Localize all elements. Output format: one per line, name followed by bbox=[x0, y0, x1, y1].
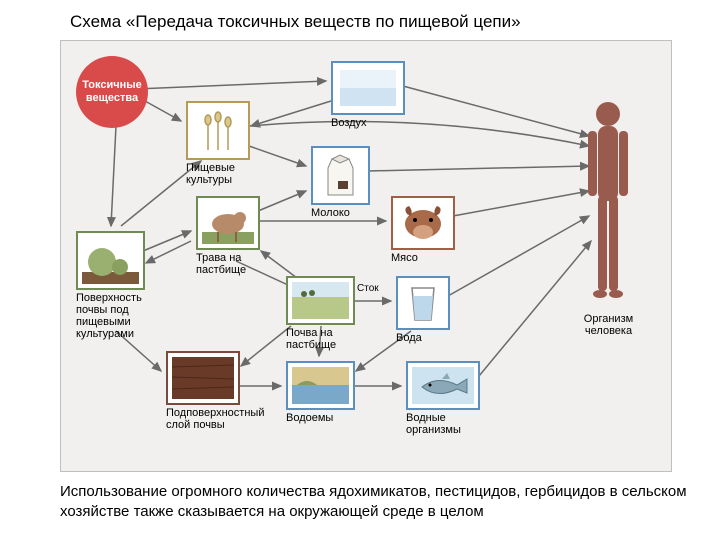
soil-icon bbox=[172, 357, 234, 399]
node-milk-label: Молоко bbox=[311, 207, 370, 219]
caption-text: Использование огромного количества ядохи… bbox=[60, 482, 690, 523]
node-crops: Пищевые культуры bbox=[186, 101, 250, 186]
node-air: Воздух bbox=[331, 61, 405, 129]
air-icon bbox=[338, 68, 398, 108]
source-label: Токсичные вещества bbox=[76, 79, 148, 104]
node-air-label: Воздух bbox=[331, 117, 405, 129]
pond-icon bbox=[292, 367, 349, 404]
node-grass: Трава на пастбище bbox=[196, 196, 260, 276]
wheat-icon bbox=[193, 108, 243, 153]
stok-label: Сток bbox=[357, 283, 379, 294]
node-waterbody-label: Водоемы bbox=[286, 412, 355, 424]
node-milk: Молоко bbox=[311, 146, 370, 219]
human-icon bbox=[581, 96, 636, 306]
node-surface: Поверхность почвы под пищевыми культурам… bbox=[76, 231, 145, 340]
node-subsoil: Подповерхностный слой почвы bbox=[166, 351, 264, 431]
cabbage-icon bbox=[82, 237, 139, 284]
field-icon bbox=[292, 282, 349, 319]
node-meat-label: Мясо bbox=[391, 252, 455, 264]
node-surface-label: Поверхность почвы под пищевыми культурам… bbox=[76, 292, 145, 340]
node-water-label: Вода bbox=[396, 332, 450, 344]
human-label: Организм человека bbox=[581, 313, 636, 337]
human-node: Организм человека bbox=[581, 96, 636, 337]
node-subsoil-label: Подповерхностный слой почвы bbox=[166, 407, 264, 431]
node-crops-label: Пищевые культуры bbox=[186, 162, 250, 186]
node-waterbody: Водоемы bbox=[286, 361, 355, 424]
cow-grass-icon bbox=[202, 202, 254, 244]
milk-icon bbox=[318, 153, 363, 198]
node-pasture: Почва на пастбище bbox=[286, 276, 355, 351]
node-meat: Мясо bbox=[391, 196, 455, 264]
node-aquatic-label: Водные организмы bbox=[406, 412, 480, 436]
diagram-area: Токсичные вещества Воздух Пищевые культу… bbox=[60, 40, 672, 472]
node-water: Вода bbox=[396, 276, 450, 344]
node-grass-label: Трава на пастбище bbox=[196, 252, 260, 276]
fish-icon bbox=[412, 367, 474, 404]
source-node: Токсичные вещества bbox=[76, 56, 148, 128]
node-aquatic: Водные организмы bbox=[406, 361, 480, 436]
node-pasture-label: Почва на пастбище bbox=[286, 327, 355, 351]
cow-head-icon bbox=[397, 202, 449, 244]
glass-icon bbox=[402, 282, 444, 324]
page-title: Схема «Передача токсичных веществ по пищ… bbox=[70, 12, 521, 32]
